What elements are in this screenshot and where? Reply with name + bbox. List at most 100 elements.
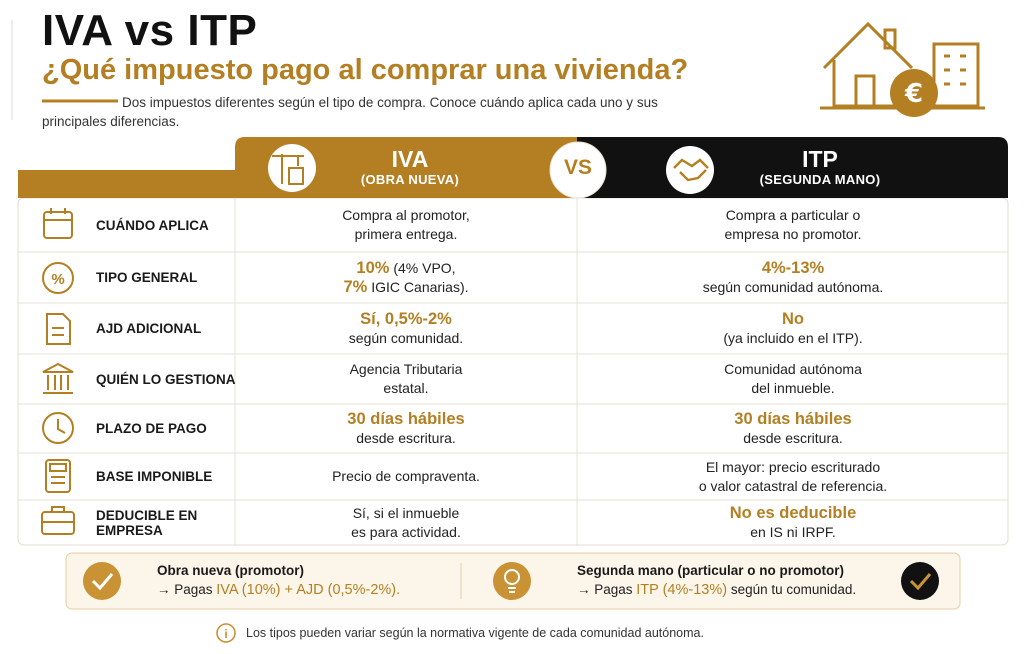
cell-line: 4%-13%: [762, 259, 824, 278]
bulb-badge: [493, 562, 531, 600]
check-badge: [83, 562, 121, 600]
cell-text: Compra a particular o: [725, 207, 861, 223]
iva-cell: Precio de compraventa.: [236, 453, 576, 500]
cell-text: según comunidad autónoma.: [702, 278, 884, 295]
row-label: TIPO GENERAL: [96, 270, 198, 285]
highlight-text: 30 días hábiles: [347, 409, 465, 428]
highlight-text: 10%: [356, 258, 390, 277]
cell-line: estatal.: [383, 379, 428, 398]
itp-cell: 30 días hábiles desde escritura.: [578, 404, 1008, 453]
itp-cell: Comunidad autónoma del inmueble.: [578, 354, 1008, 404]
cell-line: empresa no promotor.: [725, 225, 862, 244]
intro: Dos impuestos diferentes según el tipo d…: [42, 95, 658, 129]
svg-text:%: %: [51, 271, 64, 288]
summary-line: → Pagas IVA (10%) + AJD (0,5%-2%).: [157, 582, 447, 598]
highlight-text: ITP (4%-13%): [636, 582, 728, 598]
cell-text: desde escritura.: [743, 429, 843, 446]
iva-header: IVA (OBRA NUEVA): [310, 146, 510, 187]
cell-text: es para actividad.: [351, 523, 461, 540]
vs-label: VS: [563, 156, 592, 179]
cell-line: es para actividad.: [351, 523, 461, 542]
cell-text: empresa no promotor.: [724, 226, 862, 242]
itp-cell: El mayor: precio escriturado o valor cata…: [578, 453, 1008, 500]
title: IVA vs ITP: [42, 6, 258, 55]
cell-text: o valor catastral de referencia.: [698, 477, 888, 494]
cell-line: Precio de compraventa.: [332, 467, 480, 486]
iva-cell: Compra al promotor, primera entrega.: [236, 198, 576, 252]
cell-text: El mayor: precio escriturado: [705, 458, 881, 475]
subtitle: ¿Qué impuesto pago al comprar una vivien…: [42, 54, 689, 86]
cell-text: → Pagas: [157, 582, 217, 597]
cell-line: desde escritura.: [743, 429, 843, 448]
cell-text: primera entrega.: [354, 226, 458, 242]
summary-title: Obra nueva (promotor): [157, 563, 305, 578]
cell-text: desde escritura.: [356, 429, 456, 446]
row-label: BASE IMPONIBLE: [96, 469, 213, 484]
highlight-text: Sí, 0,5%-2%: [360, 309, 452, 328]
label-header-band: [18, 170, 235, 198]
row-label: QUIÉN LO GESTIONA: [96, 371, 236, 387]
cell-line: Compra a particular o: [726, 206, 861, 225]
cell-text: según comunidad.: [348, 329, 464, 346]
row-icons: %: [41, 208, 75, 535]
itp-name: ITP: [802, 146, 838, 172]
cell-line: o valor catastral de referencia.: [699, 477, 887, 496]
cell-text: en IS ni IRPF.: [750, 523, 836, 540]
highlight-text: IVA (10%) + AJD (0,5%-2%).: [216, 582, 401, 598]
cell-line: en IS ni IRPF.: [750, 523, 836, 542]
summary-left: Obra nueva (promotor) → Pagas IVA (10%) …: [157, 563, 447, 598]
iva-cell: 10% (4% VPO, 7% IGIC Canarias).: [236, 252, 576, 303]
cell-line: 10% (4% VPO,: [356, 259, 455, 278]
cell-line: El mayor: precio escriturado: [706, 458, 880, 477]
cell-line: 30 días hábiles: [734, 410, 851, 429]
cell-text: según tu comunidad.: [727, 582, 857, 597]
highlight-text: 4%-13%: [761, 258, 825, 277]
info-i: i: [224, 627, 227, 641]
check-badge-dark: [901, 562, 939, 600]
iva-cell: Sí, si el inmueble es para actividad.: [236, 500, 576, 545]
cell-line: 7% IGIC Canarias).: [344, 278, 469, 297]
vs-badge: [549, 141, 607, 199]
cell-line: desde escritura.: [356, 429, 456, 448]
highlight-text: No: [782, 309, 804, 328]
cell-text: → Pagas: [577, 582, 637, 597]
cell-line: Sí, si el inmueble: [353, 504, 460, 523]
cell-line: No es deducible: [730, 504, 857, 523]
crane-icon: [272, 154, 304, 185]
cell-text: Comunidad autónoma: [724, 361, 862, 377]
cell-line: Compra al promotor,: [342, 206, 470, 225]
cell-text: estatal.: [383, 380, 429, 396]
cell-line: según comunidad.: [349, 329, 463, 348]
cell-line: según comunidad autónoma.: [703, 278, 884, 297]
summary-title: Segunda mano (particular o no promotor): [577, 563, 845, 578]
highlight-text: No es deducible: [729, 503, 857, 522]
house-icon: [820, 21, 985, 110]
cell-line: Sí, 0,5%-2%: [360, 310, 452, 329]
itp-icon-bg: [666, 146, 714, 194]
iva-header-bg: [235, 137, 577, 198]
row-label: CUÁNDO APLICA: [96, 217, 209, 233]
row-label: AJD ADICIONAL: [96, 321, 202, 336]
summary-line: → Pagas ITP (4%-13%) según tu comunidad.: [577, 582, 897, 598]
cell-text: Sí, si el inmueble: [352, 504, 460, 521]
iva-cell: 30 días hábiles desde escritura.: [236, 404, 576, 453]
euro-symbol: €: [904, 79, 923, 109]
itp-cell: No (ya incluido en el ITP).: [578, 303, 1008, 354]
itp-sub: (SEGUNDA MANO): [759, 172, 881, 187]
highlight-text: 7%: [343, 277, 368, 296]
check-mark: [91, 573, 114, 591]
cell-text: del inmueble.: [751, 380, 835, 396]
cell-line: Agencia Tributaria: [350, 360, 463, 379]
cell-text: Agencia Tributaria: [349, 361, 463, 377]
info-icon: [216, 623, 236, 643]
row-separators: [18, 198, 1008, 545]
itp-cell: No es deducible en IS ni IRPF.: [578, 500, 1008, 545]
cell-line: No: [782, 310, 804, 329]
summary-right: Segunda mano (particular o no promotor) …: [577, 563, 897, 598]
handshake-icon: [673, 158, 709, 182]
iva-name: IVA: [391, 146, 429, 172]
cell-line: del inmueble.: [751, 379, 834, 398]
row-label: PLAZO DE PAGO: [96, 421, 207, 436]
cell-line: primera entrega.: [355, 225, 458, 244]
